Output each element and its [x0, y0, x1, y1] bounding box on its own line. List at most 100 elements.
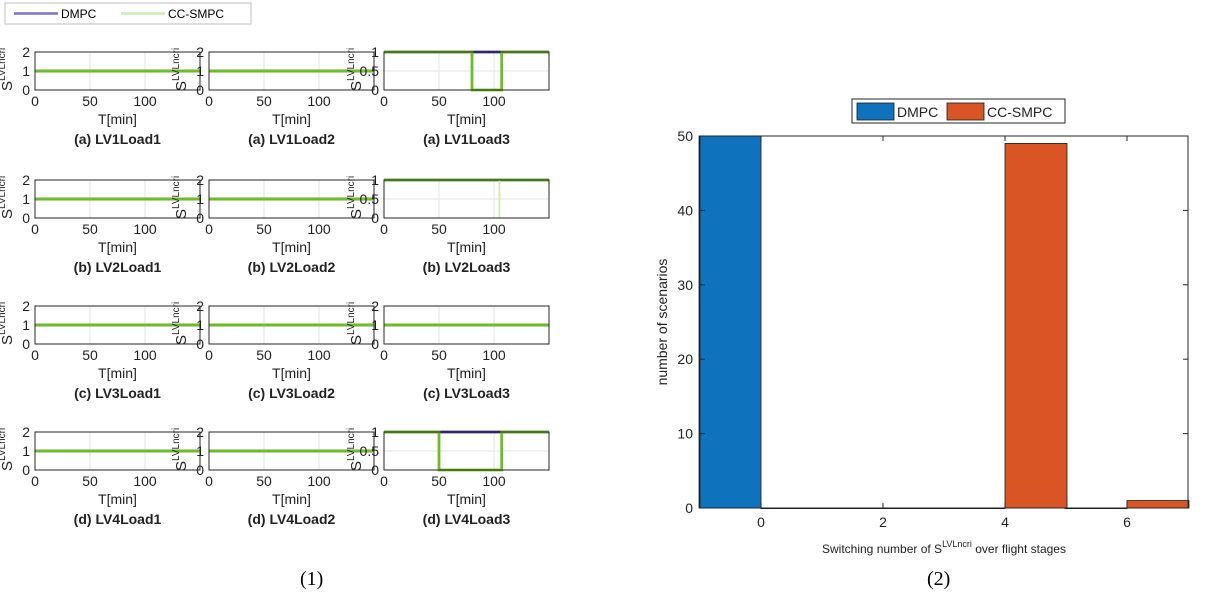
subplot-title: (a) LV1Load3: [423, 131, 510, 147]
y-tick-label: 2: [196, 172, 204, 188]
x-tick-label: 50: [431, 473, 447, 489]
x-tick-label: 50: [256, 221, 272, 237]
subplot-title: (a) LV1Load1: [74, 131, 161, 147]
x-axis-label: T[min]: [447, 365, 486, 381]
x-tick-label: 50: [256, 473, 272, 489]
bar-ccsmpc: [1004, 143, 1068, 509]
y-axis-label: SLVLncri: [0, 428, 16, 471]
y-axis-label: SLVLncri: [171, 176, 190, 219]
x-tick-label: 50: [82, 221, 98, 237]
y-tick-label: 2: [196, 424, 204, 440]
y-axis-label: SLVLncri: [346, 48, 365, 91]
y-tick-label: 2: [22, 298, 30, 314]
y-axis-label: SLVLncri: [171, 428, 190, 471]
x-tick-label: 0: [380, 221, 388, 237]
y-tick-label: 1: [371, 317, 379, 333]
x-tick-label: 100: [482, 347, 506, 363]
left-legend: DMPC CC-SMPC: [4, 2, 252, 25]
x-axis-label: T[min]: [272, 239, 311, 255]
y-tick-label: 1: [196, 317, 204, 333]
subplot-title: (b) LV2Load1: [74, 259, 162, 275]
y-tick-label: 0.5: [360, 63, 380, 79]
plot-frame: [34, 305, 201, 345]
subplot-title: (a) LV1Load2: [248, 131, 335, 147]
x-tick-label: 0: [205, 473, 213, 489]
plot-frame: [383, 51, 550, 91]
bar-legend-dmpc-swatch: [856, 102, 895, 121]
plot-frame: [208, 179, 375, 219]
y-tick-label: 1: [22, 443, 30, 459]
x-axis-label: T[min]: [447, 111, 486, 127]
x-tick-label: 50: [82, 93, 98, 109]
plot-frame: [383, 305, 550, 345]
plot-frame: [34, 51, 201, 91]
bar-chart: 0 10 20 30 40 50 0 2 4 6 number of scenarios Switch…: [654, 98, 1190, 556]
y-tick-label: 20: [677, 351, 693, 367]
y-tick-label: 0.5: [360, 443, 380, 459]
x-axis-label: T[min]: [98, 239, 137, 255]
y-axis-label: SLVLncri: [171, 48, 190, 91]
x-tick-label: 50: [431, 221, 447, 237]
x-tick-label: 0: [31, 93, 39, 109]
y-tick-label: 0: [371, 210, 379, 226]
y-tick-label: 0: [196, 462, 204, 478]
y-tick-label: 1: [371, 172, 379, 188]
y-tick-label: 1: [22, 63, 30, 79]
x-tick-label: 0: [757, 514, 765, 530]
x-axis-label: Switching number of SLVLncri over flight…: [822, 539, 1066, 556]
x-axis-label: T[min]: [98, 491, 137, 507]
y-tick-label: 0: [22, 82, 30, 98]
x-tick-label: 100: [307, 93, 331, 109]
y-axis-label: SLVLncri: [0, 302, 16, 345]
x-tick-label: 2: [879, 514, 887, 530]
y-tick-label: 2: [196, 44, 204, 60]
bar-dmpc: [698, 135, 762, 509]
plot-frame: [383, 431, 550, 471]
subplot-title: (d) LV4Load3: [423, 511, 511, 527]
plot-frame: [208, 431, 375, 471]
plot-frame: [208, 305, 375, 345]
x-tick-label: 100: [482, 93, 506, 109]
subplot-title: (b) LV2Load3: [423, 259, 511, 275]
bar-legend: DMPC CC-SMPC: [851, 98, 1066, 124]
x-tick-label: 0: [205, 93, 213, 109]
y-tick-label: 10: [677, 426, 693, 442]
x-axis-label: T[min]: [272, 491, 311, 507]
y-tick-label: 0: [196, 336, 204, 352]
y-tick-label: 2: [22, 44, 30, 60]
x-tick-label: 6: [1123, 514, 1131, 530]
y-tick-label: 1: [196, 443, 204, 459]
y-tick-label: 40: [677, 202, 693, 218]
bar-plot-frame: [699, 135, 1189, 509]
y-tick-label: 1: [22, 191, 30, 207]
y-tick-label: 0: [371, 82, 379, 98]
subplot-title: (c) LV3Load2: [248, 385, 335, 401]
x-tick-label: 50: [82, 473, 98, 489]
x-tick-label: 4: [1001, 514, 1009, 530]
y-tick-label: 0.5: [360, 191, 380, 207]
x-axis-label: T[min]: [98, 365, 137, 381]
x-axis-label: T[min]: [272, 365, 311, 381]
x-tick-label: 100: [482, 473, 506, 489]
y-tick-label: 2: [22, 172, 30, 188]
x-tick-label: 100: [133, 93, 157, 109]
x-tick-label: 0: [31, 347, 39, 363]
y-tick-label: 1: [196, 191, 204, 207]
x-tick-label: 100: [133, 347, 157, 363]
y-axis-label: SLVLncri: [0, 48, 16, 91]
y-tick-label: 1: [196, 63, 204, 79]
y-tick-label: 0: [371, 336, 379, 352]
y-tick-label: 1: [371, 424, 379, 440]
left-legend-dmpc-label: DMPC: [61, 7, 97, 21]
y-tick-label: 50: [677, 128, 693, 144]
